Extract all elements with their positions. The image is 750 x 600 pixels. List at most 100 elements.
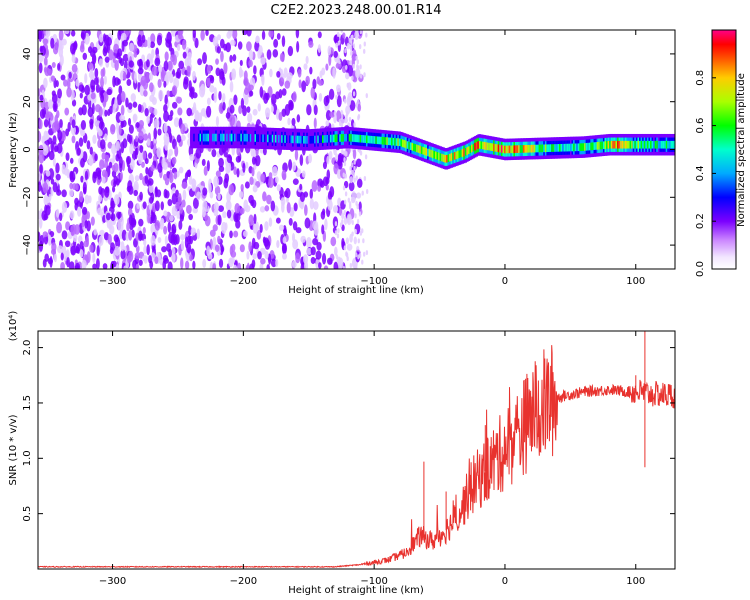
noise-blob <box>215 170 221 178</box>
noise-blob <box>248 214 254 226</box>
noise-blob <box>73 40 78 51</box>
ridge-cell <box>508 145 511 154</box>
ridge-cell <box>265 134 268 143</box>
ridge-cell <box>271 134 274 143</box>
noise-blob <box>56 221 63 234</box>
noise-blob <box>144 158 149 165</box>
noise-blob <box>119 58 125 67</box>
noise-blob <box>236 146 241 157</box>
ridge-cell <box>251 134 254 142</box>
noise-blob <box>229 230 233 239</box>
noise-blob <box>121 229 127 241</box>
noise-blob <box>342 172 345 178</box>
ridge-cell <box>445 154 449 163</box>
noise-blob <box>50 75 56 82</box>
noise-blob <box>183 76 189 85</box>
noise-blob <box>218 205 224 212</box>
noise-blob <box>180 234 185 241</box>
noise-blob <box>186 242 192 254</box>
ridge-cell <box>384 137 387 145</box>
noise-blob <box>146 138 151 146</box>
noise-blob <box>149 113 153 124</box>
ridge-cell <box>227 133 231 142</box>
noise-blob <box>309 188 313 199</box>
noise-blob <box>324 218 328 231</box>
noise-blob <box>354 229 357 235</box>
noise-blob <box>285 187 291 199</box>
noise-blob <box>192 70 196 81</box>
noise-blob <box>288 217 293 226</box>
ridge-cell <box>416 144 419 153</box>
ridge-cell <box>345 133 348 142</box>
noise-blob <box>342 265 346 269</box>
noise-blob <box>362 251 366 257</box>
noise-blob <box>120 249 126 260</box>
noise-blob <box>120 241 125 252</box>
ridge-cell <box>347 133 350 142</box>
ridge-cell <box>215 133 218 142</box>
noise-blob <box>168 148 173 156</box>
noise-blob <box>66 257 70 268</box>
noise-blob <box>325 177 330 185</box>
noise-blob <box>244 87 249 95</box>
noise-blob <box>188 80 192 92</box>
noise-blob <box>309 66 313 75</box>
noise-blob <box>265 176 269 185</box>
noise-blob <box>341 224 345 232</box>
noise-blob <box>118 85 123 95</box>
noise-blob <box>146 59 150 68</box>
ridge-cell <box>455 151 458 160</box>
noise-blob <box>264 221 269 231</box>
noise-blob <box>240 97 245 110</box>
noise-blob <box>358 252 362 258</box>
noise-blob <box>355 200 358 206</box>
noise-blob <box>128 207 133 217</box>
ridge-cell <box>634 140 637 149</box>
noise-blob <box>343 161 347 167</box>
noise-blob <box>80 120 87 131</box>
ridge-cell <box>551 144 554 152</box>
noise-blob <box>61 38 67 46</box>
noise-blob <box>120 70 124 82</box>
noise-blob <box>310 246 316 256</box>
noise-blob <box>246 106 251 113</box>
ridge-cell <box>245 133 248 142</box>
noise-blob <box>253 65 257 75</box>
ridge-cell <box>456 150 460 159</box>
noise-blob <box>56 142 63 154</box>
noise-blob <box>318 92 323 102</box>
ridge-cell <box>301 135 304 144</box>
noise-blob <box>135 135 139 142</box>
noise-blob <box>142 201 147 210</box>
noise-blob <box>53 253 58 263</box>
ridge-cell <box>579 143 582 152</box>
ridge-cell <box>463 148 466 157</box>
noise-blob <box>225 42 231 53</box>
noise-blob <box>145 166 149 175</box>
noise-blob <box>71 135 76 144</box>
noise-blob <box>102 46 108 57</box>
noise-blob <box>80 40 85 50</box>
noise-blob <box>226 209 232 219</box>
x-tick-label: 100 <box>626 276 645 287</box>
noise-blob <box>281 88 287 96</box>
ridge-cell <box>544 144 548 153</box>
ridge-cell <box>354 134 358 143</box>
noise-blob <box>92 263 97 269</box>
noise-blob <box>80 157 85 168</box>
ridge-cell <box>259 134 262 142</box>
y-tick-label: 0.5 <box>22 506 33 522</box>
ridge-cell <box>629 140 632 149</box>
ridge-cell <box>241 133 245 142</box>
noise-blob <box>99 229 105 237</box>
noise-blob <box>334 230 338 236</box>
noise-blob <box>276 71 281 78</box>
noise-blob <box>167 60 173 71</box>
ridge-cell <box>530 144 533 153</box>
noise-blob <box>91 53 97 65</box>
ridge-cell <box>548 144 551 152</box>
noise-blob <box>138 230 143 242</box>
noise-blob <box>356 64 359 70</box>
noise-blob <box>59 54 64 67</box>
noise-blob <box>90 216 95 226</box>
